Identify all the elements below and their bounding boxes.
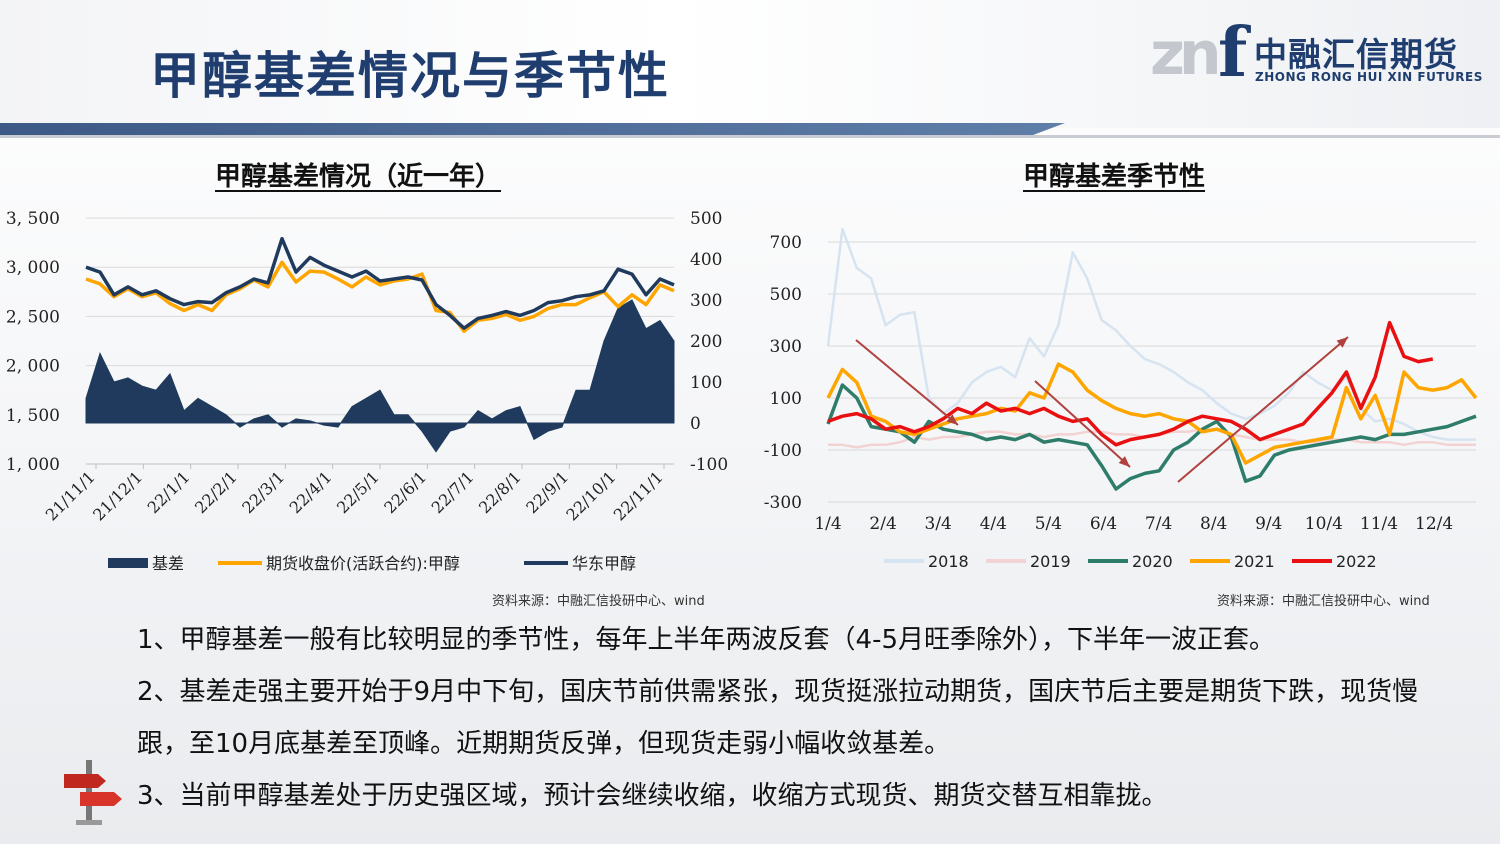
x-tick-label: 6/4	[1090, 514, 1117, 534]
logo-mark: zn	[1150, 19, 1222, 89]
y-tick-label: 300	[770, 337, 802, 357]
legend-label: 2020	[1132, 552, 1173, 571]
basis-chart: 1, 000 1, 500 2, 000 2, 500 3, 000 3, 500 -100…	[6, 209, 728, 573]
page-title: 甲醇基差情况与季节性	[150, 47, 670, 105]
y-right-tick-label: 400	[690, 250, 722, 270]
left-chart-source: 资料来源：中融汇信投研中心、wind	[492, 594, 705, 609]
x-tick-label: 1/4	[814, 514, 841, 534]
y-left-tick-label: 2, 500	[6, 307, 60, 327]
legend-label: 2019	[1030, 552, 1071, 571]
trend-arrow	[1034, 380, 1131, 468]
x-tick-label: 22/6/1	[380, 467, 430, 517]
x-tick-label: 22/1/1	[144, 467, 194, 517]
y-left-tick-label: 1, 500	[6, 406, 60, 426]
y-tick-label: -300	[764, 493, 802, 513]
trend-arrow	[855, 339, 959, 426]
series-line-2021	[826, 362, 1478, 465]
legend-label: 2022	[1336, 552, 1377, 571]
y-left-tick-label: 2, 000	[6, 357, 60, 377]
logo-f-letter: f	[1218, 13, 1248, 93]
right-chart-title: 甲醇基差季节性	[1023, 162, 1206, 192]
x-tick-label: 7/4	[1145, 514, 1172, 534]
trend-arrow	[1177, 336, 1349, 483]
x-tick-label: 8/4	[1200, 514, 1227, 534]
x-tick-label: 22/8/1	[475, 467, 525, 517]
x-tick-label: 11/4	[1360, 514, 1398, 534]
logo-company-name: 中融汇信期货	[1254, 35, 1458, 74]
y-left-tick-label: 3, 000	[6, 258, 60, 278]
y-left-tick-label: 1, 000	[6, 455, 60, 475]
legend-label: 2018	[928, 552, 969, 571]
trend-arrowhead	[946, 414, 958, 425]
basis-area	[85, 299, 675, 453]
note-2: 2、基差走强主要开始于9月中下旬，国庆节前供需紧张，现货挺涨拉动期货，国庆节后主…	[137, 677, 1419, 759]
left-chart-title: 甲醇基差情况（近一年）	[215, 162, 502, 192]
y-right-tick-label: -100	[690, 455, 728, 475]
header-rule-thin	[0, 135, 1500, 138]
company-logo: zn f 中融汇信期货 ZHONG RONG HUI XIN FUTURES	[1150, 18, 1482, 90]
x-tick-label: 4/4	[980, 514, 1007, 534]
legend-label: 期货收盘价(活跃合约):甲醇	[266, 554, 460, 573]
x-tick-label: 12/4	[1415, 514, 1453, 534]
x-tick-label: 22/10/1	[562, 467, 619, 524]
y-tick-label: 700	[770, 233, 802, 253]
header-rule	[0, 123, 1065, 135]
x-tick-label: 9/4	[1255, 514, 1282, 534]
y-left-tick-label: 3, 500	[6, 209, 60, 229]
x-tick-label: 21/12/1	[89, 467, 146, 524]
header-band	[0, 0, 1500, 128]
x-tick-label: 22/3/1	[238, 467, 288, 517]
x-tick-label: 3/4	[925, 514, 952, 534]
futures-price-line	[85, 260, 675, 333]
y-right-tick-label: 0	[690, 414, 701, 434]
y-right-tick-label: 100	[690, 373, 722, 393]
legend-swatch	[108, 558, 148, 568]
y-tick-label: 100	[770, 389, 802, 409]
x-tick-label: 22/2/1	[191, 467, 241, 517]
y-right-tick-label: 500	[690, 209, 722, 229]
x-tick-label: 2/4	[869, 514, 896, 534]
trend-arrowhead	[1336, 337, 1348, 348]
signpost-icon	[64, 760, 122, 825]
x-tick-label: 22/4/1	[286, 467, 336, 517]
note-3: 3、当前甲醇基差处于历史强区域，预计会继续收缩，收缩方式现货、期货交替互相靠拢。	[137, 781, 1168, 811]
east-china-methanol-line	[85, 236, 675, 330]
x-tick-label: 22/7/1	[428, 467, 478, 517]
note-1: 1、甲醇基差一般有比较明显的季节性，每年上半年两波反套（4-5月旺季除外），下半…	[137, 625, 1276, 655]
seasonality-chart: -300 -100 100 300 500 700 1/4 2/4 3/4 4/4 5/4 6/4 7/…	[764, 227, 1478, 571]
x-tick-label: 21/11/1	[42, 467, 99, 524]
x-tick-label: 22/5/1	[333, 467, 383, 517]
legend-label: 华东甲醇	[572, 554, 636, 573]
right-chart-source: 资料来源：中融汇信投研中心、wind	[1217, 594, 1430, 609]
analysis-notes: 1、甲醇基差一般有比较明显的季节性，每年上半年两波反套（4-5月旺季除外），下半…	[137, 614, 1457, 822]
logo-company-name-en: ZHONG RONG HUI XIN FUTURES	[1255, 70, 1483, 84]
y-tick-label: -100	[764, 441, 802, 461]
x-tick-label: 5/4	[1035, 514, 1062, 534]
legend-label: 基差	[152, 554, 184, 573]
legend-label: 2021	[1234, 552, 1275, 571]
x-tick-label: 22/11/1	[610, 467, 667, 524]
y-tick-label: 500	[770, 285, 802, 305]
y-right-tick-label: 200	[690, 332, 722, 352]
trend-arrowhead	[1118, 456, 1130, 467]
series-line-2022	[827, 320, 1434, 447]
x-tick-label: 10/4	[1305, 514, 1343, 534]
y-right-tick-label: 300	[690, 291, 722, 311]
